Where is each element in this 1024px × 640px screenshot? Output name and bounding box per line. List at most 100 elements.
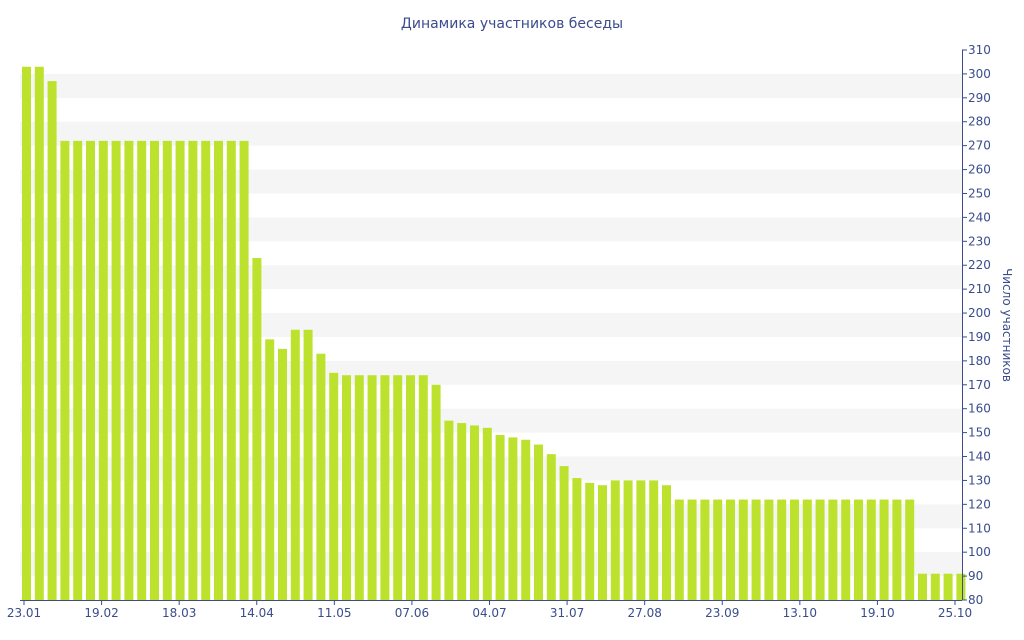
bar (534, 444, 543, 600)
x-tick-label: 04.07 (472, 606, 506, 620)
x-axis-ticks: 23.01 19.02 18.03 14.04 11.05 07.06 04.07 31.07… (7, 600, 972, 620)
x-tick-label: 19.10 (860, 606, 894, 620)
bar (777, 499, 787, 600)
bar (943, 573, 953, 600)
y-tick-label: 120 (968, 497, 991, 511)
bar (162, 140, 172, 600)
bar (892, 499, 902, 600)
bar (418, 375, 428, 600)
grid-band (20, 217, 962, 242)
x-tick-label: 13.10 (783, 606, 817, 620)
bar (278, 348, 287, 600)
grid-band (20, 121, 962, 146)
bar (495, 435, 505, 600)
bar (802, 499, 812, 600)
y-tick-label: 270 (968, 139, 991, 153)
bar (98, 140, 108, 600)
bar (662, 485, 671, 600)
bar (598, 485, 607, 600)
chart-title: Динамика участников беседы (401, 16, 623, 32)
x-tick-label: 14.04 (240, 606, 274, 620)
bar (34, 66, 44, 600)
bar (290, 329, 300, 600)
y-tick-label: 130 (968, 473, 991, 487)
bar (687, 499, 697, 600)
bar (316, 353, 326, 600)
bar (226, 140, 236, 600)
bar (828, 499, 838, 600)
bar (188, 140, 198, 600)
bar (60, 140, 70, 600)
y-tick-label: 280 (968, 115, 991, 129)
y-tick-label: 180 (968, 354, 991, 368)
bar (150, 140, 159, 600)
y-axis-label: Число участников (1000, 268, 1014, 382)
x-tick-label: 19.02 (84, 606, 118, 620)
x-tick-label: 27.08 (627, 606, 661, 620)
bar (86, 140, 95, 600)
bar (521, 439, 531, 600)
bar (303, 329, 313, 600)
y-tick-label: 170 (968, 378, 991, 392)
bar (726, 499, 735, 600)
x-tick-label: 25.10 (938, 606, 972, 620)
y-tick-label: 250 (968, 186, 991, 200)
y-tick-label: 110 (968, 521, 991, 535)
grid-band (20, 313, 962, 337)
bar (329, 372, 339, 600)
y-tick-label: 210 (968, 282, 991, 296)
bar (342, 375, 351, 600)
bar (764, 499, 774, 600)
bar (380, 375, 390, 600)
y-tick-label: 220 (968, 258, 991, 272)
bar (201, 140, 211, 600)
grid-band (20, 169, 962, 194)
bar (508, 437, 518, 600)
bar (239, 140, 249, 600)
bar (482, 427, 492, 600)
bar (930, 573, 940, 600)
x-tick-label: 31.07 (550, 606, 584, 620)
y-tick-label: 80 (968, 593, 983, 607)
y-tick-label: 90 (968, 569, 983, 583)
bar (457, 423, 467, 600)
bar (866, 499, 876, 600)
bar (815, 499, 825, 600)
bar (572, 478, 582, 600)
x-tick-label: 23.01 (7, 606, 41, 620)
bar (124, 140, 134, 600)
x-tick-label: 23.09 (705, 606, 739, 620)
bar (879, 499, 889, 600)
bar (22, 66, 31, 600)
bar (111, 140, 121, 600)
y-tick-label: 290 (968, 91, 991, 105)
y-tick-label: 260 (968, 163, 991, 177)
y-tick-label: 190 (968, 330, 991, 344)
bar (546, 454, 556, 600)
bar (444, 420, 454, 600)
bar (956, 573, 966, 600)
bar (649, 480, 659, 600)
y-tick-label: 200 (968, 306, 991, 320)
bar (431, 384, 441, 600)
y-tick-label: 150 (968, 426, 991, 440)
bar (585, 482, 595, 600)
grid-band (20, 360, 962, 385)
bar (175, 140, 185, 600)
bar (905, 499, 915, 600)
y-tick-label: 240 (968, 210, 991, 224)
bar (610, 480, 620, 600)
bar (623, 480, 633, 600)
bar (354, 375, 364, 600)
x-tick-label: 11.05 (317, 606, 351, 620)
bar (252, 258, 262, 600)
bar (700, 499, 710, 600)
grid-band (20, 265, 962, 290)
bar (367, 375, 377, 600)
bar (137, 140, 147, 600)
bars (22, 66, 966, 600)
x-tick-label: 18.03 (162, 606, 196, 620)
bar (636, 480, 646, 600)
bar (393, 375, 403, 600)
